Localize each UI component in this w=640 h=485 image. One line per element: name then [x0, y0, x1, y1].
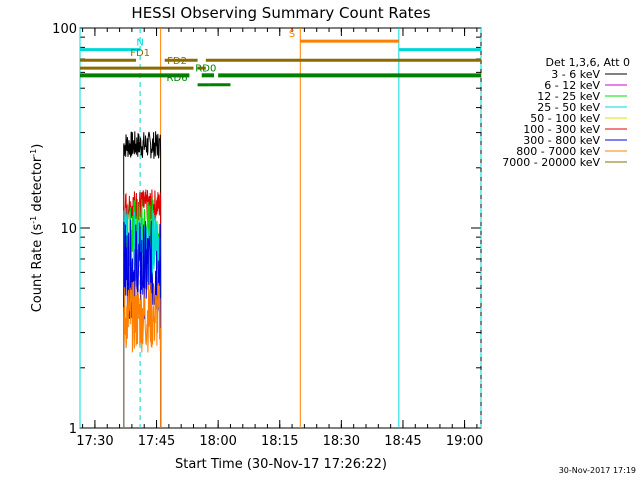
y-axis-label-main: Count Rate (s	[30, 224, 45, 313]
flag-label-fd1: FD1	[130, 48, 150, 59]
flag-label-n: N	[136, 38, 143, 49]
series-line	[123, 280, 162, 428]
x-axis-label: Start Time (30-Nov-17 17:26:22)	[175, 457, 387, 472]
series-line	[123, 207, 162, 428]
legend-entry-label: 12 - 25 keV	[537, 90, 600, 103]
x-tick-label: 17:45	[138, 434, 175, 449]
y-axis-label-sup2: -1	[29, 149, 38, 157]
y-tick-label: 100	[52, 22, 77, 37]
legend-entry-label: 6 - 12 keV	[544, 79, 600, 92]
y-axis-label-mid: detector	[30, 156, 45, 216]
legend-entry-label: 25 - 50 keV	[537, 101, 600, 114]
legend-entry-label: 100 - 300 keV	[523, 123, 600, 136]
y-axis-label: Count Rate (s-1 detector-1)	[29, 144, 45, 313]
y-tick-label: 1	[69, 422, 77, 437]
x-tick-label: 18:00	[199, 434, 236, 449]
plot-area: 17:30 17:45 18:00 18:15 18:30 18:45 19:00 1 10 10…	[52, 22, 483, 449]
flag-label-rd6: RD6	[167, 73, 188, 84]
footer-timestamp: 30-Nov-2017 17:19	[559, 466, 636, 475]
chart-title: HESSI Observing Summary Count Rates	[131, 4, 430, 22]
legend-header: Det 1,3,6, Att 0	[546, 56, 630, 69]
flag-label-s: S	[289, 29, 295, 40]
legend-entry-label: 300 - 800 keV	[523, 134, 600, 147]
legend-entry-label: 7000 - 20000 keV	[502, 156, 600, 169]
legend-entry-label: 800 - 7000 keV	[516, 145, 600, 158]
x-tick-label: 18:45	[384, 434, 421, 449]
y-tick-label: 10	[60, 222, 77, 237]
legend-entry-label: 3 - 6 keV	[551, 68, 600, 81]
x-tick-label: 17:30	[76, 434, 113, 449]
series-line	[123, 131, 162, 428]
y-axis-label-sup1: -1	[29, 216, 38, 224]
flag-label-rd0: RD0	[195, 63, 216, 74]
x-tick-label: 18:15	[261, 434, 298, 449]
y-axis-label-end: )	[30, 144, 45, 149]
legend-entry-label: 50 - 100 keV	[530, 112, 600, 125]
flag-label-fd2: FD2	[167, 56, 187, 67]
series-line	[123, 219, 162, 428]
x-tick-label: 18:30	[323, 434, 360, 449]
series-line	[123, 189, 162, 428]
x-tick-label: 19:00	[446, 434, 483, 449]
